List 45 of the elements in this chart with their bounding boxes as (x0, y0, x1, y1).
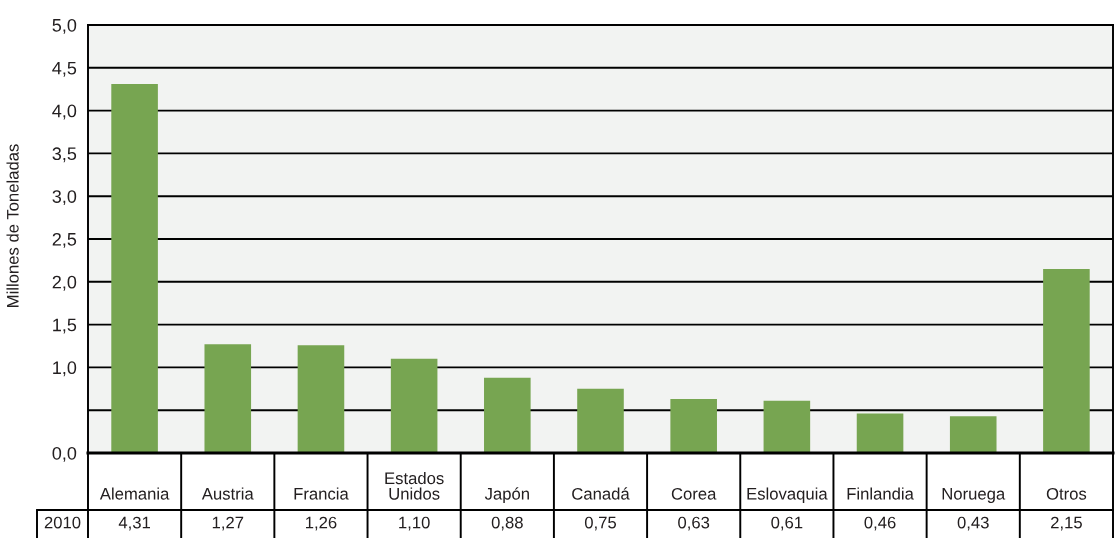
x-tick-label: Japón (484, 487, 529, 503)
y-tick-label: 3,5 (52, 147, 77, 163)
x-tick-label: Canadá (572, 487, 630, 500)
data-label: 4,31 (118, 516, 150, 531)
bar (856, 413, 904, 453)
data-label: 1,10 (399, 516, 430, 531)
bar (297, 345, 345, 453)
bar (670, 399, 717, 453)
y-tick-label: 3,0 (52, 190, 77, 206)
y-tick-label: 4,5 (52, 61, 77, 77)
bar (1043, 268, 1090, 453)
x-tick-label: Francia (294, 487, 349, 500)
data-label: 0,46 (864, 516, 896, 531)
bar (577, 388, 624, 453)
data-label: 2,15 (1051, 516, 1082, 531)
data-label: 0,63 (678, 516, 710, 531)
y-tick-label: 1,0 (53, 361, 77, 377)
data-label: 0,61 (771, 516, 803, 531)
data-label: 1,26 (306, 516, 337, 531)
x-tick-label: Corea (671, 487, 717, 500)
x-tick-label: Alemania (99, 487, 170, 500)
y-tick-label: 2,5 (52, 232, 77, 248)
y-tick-label: 0,0 (52, 446, 77, 462)
data-label: 1,27 (212, 516, 244, 531)
y-tick-label: 2,0 (52, 275, 77, 291)
bar (111, 84, 158, 453)
bar (949, 416, 997, 453)
y-axis-title: Millones de Toneladas (6, 144, 19, 307)
bar (484, 377, 531, 453)
bar (763, 400, 811, 453)
data-label: 0,43 (957, 516, 989, 531)
bar (390, 358, 438, 453)
x-tick-label: Estados Unidos (385, 471, 444, 500)
y-tick-label: 4,0 (52, 104, 77, 120)
x-tick-label: Noruega (942, 488, 1006, 503)
data-label: 0,75 (584, 516, 617, 531)
x-tick-label: Otros (1046, 487, 1087, 500)
data-label: 0,88 (491, 516, 523, 531)
text: 2010 (44, 516, 81, 529)
x-tick-label: Eslovaquia (747, 487, 828, 503)
bar (204, 344, 252, 453)
y-tick-label: 5,0 (52, 18, 77, 34)
x-tick-label: Finlandia (847, 487, 914, 500)
x-tick-label: Austria (201, 487, 254, 500)
y-tick-label: 1,5 (53, 318, 77, 334)
